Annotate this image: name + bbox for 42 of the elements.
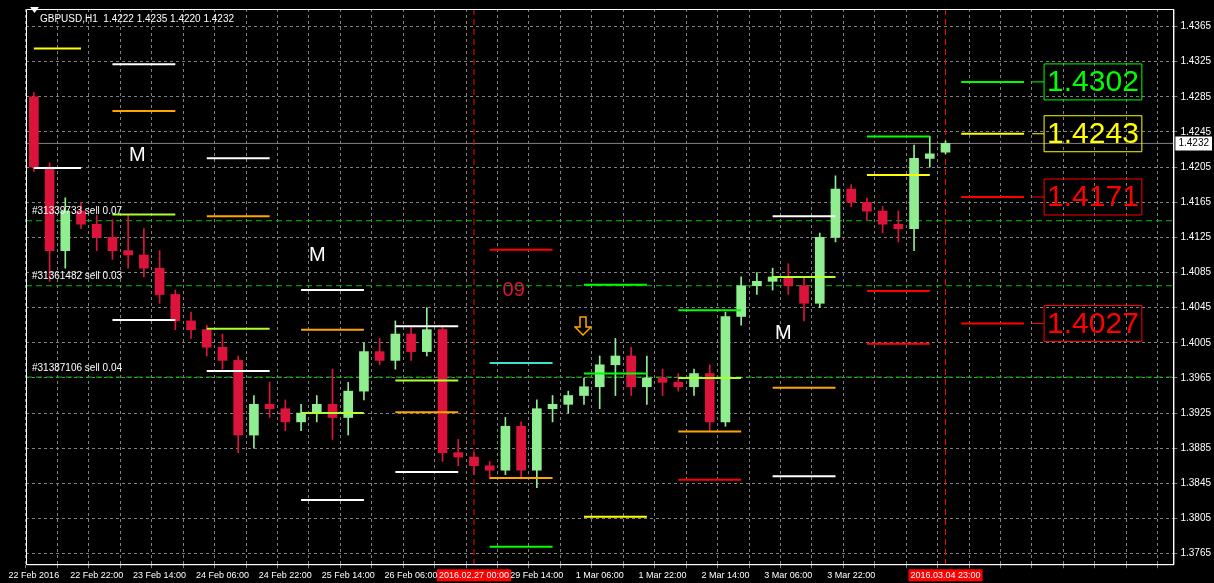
y-tick-label: 1.3965 — [1180, 371, 1212, 383]
x-tick-label: 2016.02.27 00:00 — [438, 570, 509, 581]
x-tick-label: 2016.03.04 23:00 — [910, 570, 981, 581]
annotation: M — [774, 321, 792, 344]
legend-label: 1.4302 — [1047, 64, 1139, 98]
x-tick-label: 22 Feb 2016 — [8, 570, 60, 581]
y-tick-label: 1.4245 — [1180, 125, 1212, 137]
x-tick-label: 3 Mar 06:00 — [764, 570, 813, 581]
y-tick-label: 1.4045 — [1180, 301, 1212, 313]
annotation: M — [128, 143, 146, 166]
y-tick-label: 1.4285 — [1180, 90, 1212, 102]
x-tick-label: 22 Feb 22:00 — [70, 570, 124, 581]
chart-title: GBPUSD,H1 1.4222 1.4235 1.4220 1.4232 — [40, 12, 235, 24]
y-tick-label: 1.3925 — [1180, 406, 1212, 418]
y-tick-label: 1.3765 — [1180, 547, 1212, 559]
x-tick-label: 3 Mar 22:00 — [827, 570, 876, 581]
y-tick-label: 1.4165 — [1180, 196, 1212, 208]
legend-label: 1.4171 — [1047, 179, 1139, 213]
ref-line-label: 1.4232 — [1178, 137, 1210, 149]
y-tick-label: 1.4365 — [1180, 20, 1212, 32]
candlestick — [484, 461, 495, 480]
y-tick-label: 1.3805 — [1180, 512, 1212, 524]
annotation: M — [309, 243, 326, 266]
y-tick-label: 1.4325 — [1180, 55, 1212, 67]
y-tick-label: 1.4205 — [1180, 160, 1212, 172]
x-tick-label: 26 Feb 06:00 — [384, 570, 438, 581]
x-tick-label: 1 Mar 22:00 — [638, 570, 687, 581]
y-tick-label: 1.3885 — [1180, 441, 1212, 453]
x-tick-label: 2 Mar 14:00 — [701, 570, 750, 581]
x-tick-label: 23 Feb 14:00 — [133, 570, 187, 581]
x-tick-label: 24 Feb 22:00 — [258, 570, 312, 581]
legend-label: 1.4027 — [1047, 305, 1139, 339]
annotation: 09 — [502, 278, 525, 300]
ref-line-label: #31387106 sell 0.04 — [32, 361, 123, 373]
y-tick-label: 1.3845 — [1180, 477, 1212, 489]
x-tick-label: 25 Feb 14:00 — [321, 570, 375, 581]
y-tick-label: 1.4085 — [1180, 266, 1212, 278]
y-tick-label: 1.4005 — [1180, 336, 1212, 348]
legend-label: 1.4243 — [1047, 116, 1139, 150]
x-tick-label: 24 Feb 06:00 — [195, 570, 249, 581]
y-tick-label: 1.4125 — [1180, 231, 1212, 243]
x-tick-label: 1 Mar 06:00 — [575, 570, 624, 581]
